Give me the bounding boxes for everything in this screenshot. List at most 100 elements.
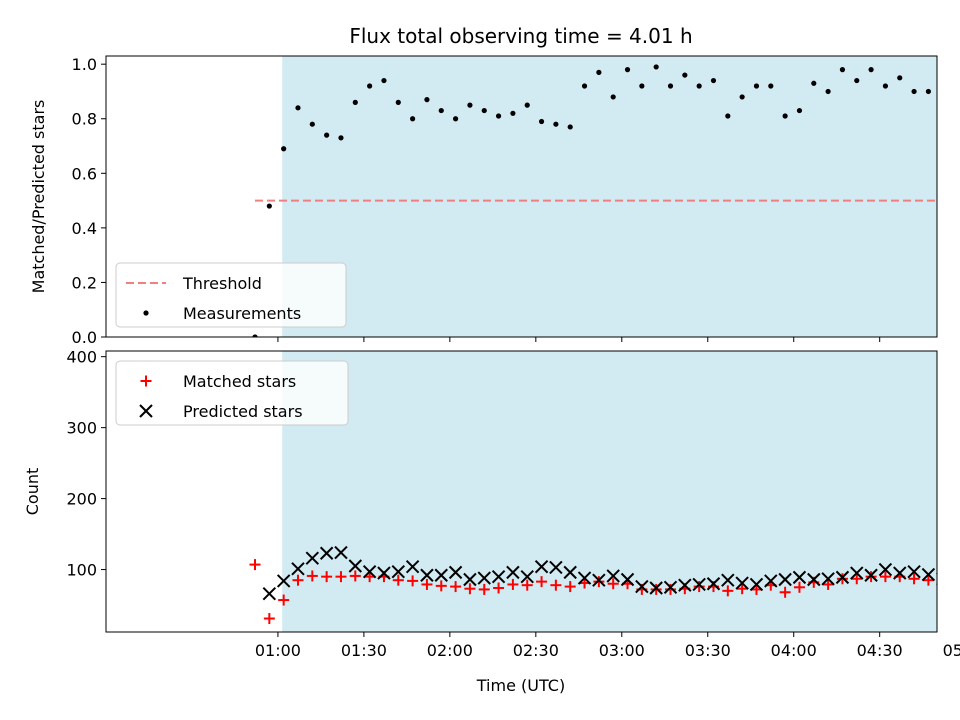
data-point [663,580,678,595]
data-point [682,72,688,78]
data-point [606,569,620,583]
data-point [549,560,563,575]
data-point [851,573,863,585]
data-point [721,573,735,587]
data-point [639,83,645,89]
data-point [940,89,945,94]
data-point [367,83,373,89]
data-point [262,586,277,601]
plot-area [249,351,948,632]
y-tick-label: 0.2 [72,273,97,292]
data-point [796,107,803,114]
data-point [421,578,433,590]
data-point [563,565,577,580]
y-axis-label: Count [23,468,42,516]
data-point [452,116,459,122]
data-point [706,577,721,591]
data-point [424,97,430,103]
data-point [435,580,447,592]
series-measurements [252,64,945,337]
data-point [438,107,444,114]
data-point [811,80,817,86]
x-tick-label: 01:00 [255,641,301,660]
data-point [507,578,519,590]
data-point [908,573,920,585]
data-point [292,574,304,586]
data-point [521,579,533,591]
data-point [577,571,592,585]
data-point [349,570,361,582]
data-point [362,564,377,579]
legend-label: Threshold [182,274,262,293]
data-point [921,567,936,582]
data-point [937,579,948,590]
data-point [620,572,635,587]
legend: Matched stars Predicted stars [115,360,349,426]
data-point [739,94,745,100]
data-point [868,67,874,73]
x-tick-label: 02:30 [513,641,559,660]
data-point [381,77,387,84]
legend-label: Predicted stars [183,402,303,421]
data-point [864,568,878,582]
data-point [324,132,330,138]
data-point [764,574,778,588]
data-point [493,582,505,594]
data-point [793,581,805,593]
data-point [850,566,864,580]
data-point [624,67,631,73]
data-point [835,570,850,585]
data-point [252,334,258,337]
data-point [266,203,272,209]
data-point [693,581,705,593]
x-tick-label: 02:00 [427,641,473,660]
data-point [610,94,616,100]
data-point [779,586,791,598]
axes-frame [105,55,938,338]
data-point [348,559,363,573]
data-point [792,570,807,585]
data-point [407,575,419,587]
y-tick-label: 200 [66,490,97,509]
data-point [309,121,315,127]
data-point [467,102,473,108]
data-point [352,99,358,105]
observing-span [282,56,937,337]
data-point [321,571,333,583]
data-point [893,566,907,580]
data-point [836,573,848,585]
data-point [395,99,401,105]
plot-area [252,56,945,337]
chart-title: Flux total observing time = 4.01 h [349,24,692,48]
x-tick-label: 04:30 [857,641,903,660]
data-point [420,568,434,582]
x-axis-label: Time (UTC) [476,676,565,695]
data-point [736,583,748,595]
top-panel: 0.0 0.2 0.4 0.6 0.8 1.0 Matched/Predicted star… [29,55,945,347]
data-point [392,574,404,586]
data-point [377,566,391,580]
data-point [534,560,549,574]
data-point [481,107,487,114]
data-point [463,572,477,587]
data-point [278,594,290,606]
data-point [564,581,576,593]
data-point [592,573,606,587]
data-point [295,105,301,111]
data-point [596,69,602,75]
x-tick-label: 03:00 [599,641,645,660]
series-predicted-stars [262,545,937,601]
data-point [281,146,287,152]
data-point [653,64,659,70]
data-point [825,88,831,95]
legend-box [115,262,347,328]
data-point [667,83,674,89]
data-point [334,545,348,560]
data-point [306,570,318,582]
legend-swatch [139,404,153,418]
legend-swatch [143,310,149,316]
data-point [536,576,548,588]
data-point [410,116,416,122]
data-point [911,88,917,95]
